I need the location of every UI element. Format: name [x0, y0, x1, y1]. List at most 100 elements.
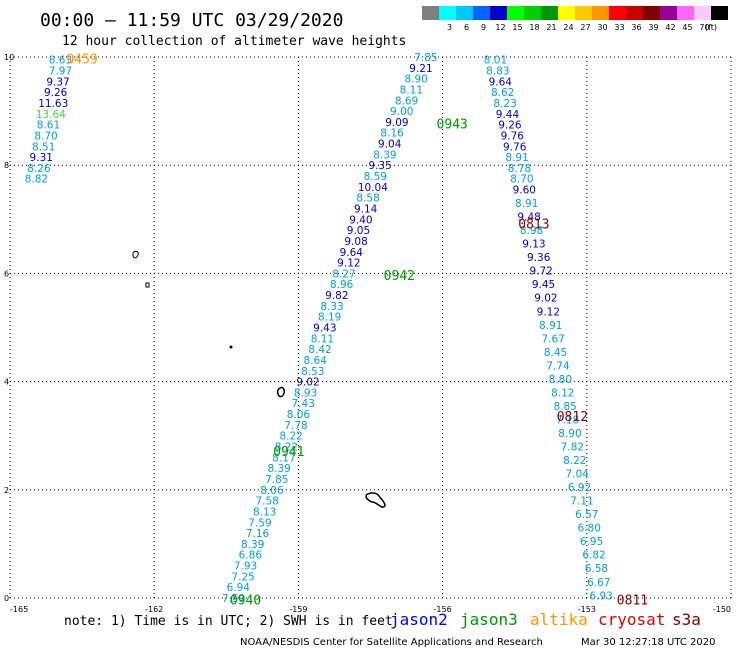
swh-value: 8.11 — [311, 333, 334, 345]
swh-value: 8.39 — [267, 463, 290, 475]
swh-value: 10.04 — [358, 182, 388, 194]
swh-value: 7.93 — [234, 561, 257, 573]
swh-value: 9.04 — [378, 139, 402, 151]
swh-value: 7.11 — [570, 496, 593, 508]
legend-label: 42 — [665, 23, 675, 32]
swh-value: 6.58 — [585, 563, 608, 575]
legend-label: 6 — [464, 23, 469, 32]
swh-value: 9.08 — [344, 236, 367, 248]
swh-value: 8.39 — [373, 149, 396, 161]
swh-value: 9.12 — [537, 306, 560, 318]
swh-value: 9.48 — [517, 212, 540, 224]
swh-value: 8.22 — [563, 455, 586, 467]
satellite-name: altika — [530, 610, 588, 629]
swh-value: 8.90 — [404, 74, 427, 86]
x-tick-label: -153 — [578, 605, 596, 614]
pass-time-label: 0811 — [617, 594, 648, 609]
satellite-name: jason3 — [460, 610, 518, 629]
legend-swatch — [473, 6, 490, 20]
swh-value: 6.82 — [582, 550, 605, 562]
swh-value: 8.11 — [400, 84, 423, 96]
swh-value: 6.95 — [580, 536, 603, 548]
swh-value: 8.22 — [275, 442, 298, 454]
legend-label: 45 — [682, 23, 692, 32]
swh-value: 9.02 — [296, 377, 319, 389]
legend-swatch — [660, 6, 677, 20]
x-tick-label: -150 — [713, 605, 731, 614]
swh-value: 7.59 — [248, 517, 271, 529]
color-legend: 3 6 9 12 15 18 21 24 27 30 33 36 39 42 45 70(ft) — [422, 6, 728, 32]
pass-time-label: 0940 — [230, 594, 261, 609]
swh-value: 8.58 — [356, 193, 379, 205]
swh-value: 6.94 — [227, 582, 251, 594]
swh-value: 8.70 — [510, 174, 533, 186]
island-shape — [229, 345, 233, 349]
island-shape — [132, 250, 139, 259]
swh-value: 9.43 — [313, 323, 336, 335]
swh-value: 9.14 — [354, 203, 378, 215]
legend-label: 3 — [447, 23, 452, 32]
swh-value: 8.19 — [318, 312, 341, 324]
pass-time-label: 0813 — [518, 218, 549, 233]
swh-value: 8.42 — [308, 344, 331, 356]
x-tick-label: -165 — [10, 605, 28, 614]
swh-value: 8.12 — [551, 387, 574, 399]
swh-value: 7.25 — [231, 571, 254, 583]
swh-value: 7.82 — [561, 442, 584, 454]
swh-value: 9.09 — [385, 117, 408, 129]
satellite-name: jason2 — [390, 610, 448, 629]
satellite-name: s3a — [672, 610, 701, 629]
y-tick-label: 6 — [4, 269, 9, 278]
swh-value: 7.04 — [565, 469, 589, 481]
swh-value: 9.00 — [390, 106, 413, 118]
swh-value: 6.67 — [587, 577, 610, 589]
swh-value: 8.53 — [301, 366, 324, 378]
legend-label: 30 — [597, 23, 607, 32]
swh-value: 8.78 — [508, 163, 531, 175]
legend-swatch — [643, 6, 660, 20]
swh-value: 8.22 — [279, 431, 302, 443]
legend-swatch — [541, 6, 558, 20]
chart-subtitle: 12 hour collection of altimeter wave hei… — [62, 34, 406, 49]
axis-ticks: -165 -162 -159 -156 -153 -150 0 2 4 6 8 10 — [4, 53, 731, 614]
swh-value: 6.92 — [568, 482, 591, 494]
x-tick-label: -159 — [289, 605, 307, 614]
swh-value: 8.63 — [49, 55, 72, 67]
swh-value: 13.64 — [36, 109, 66, 121]
swh-value: 8.39 — [241, 539, 264, 551]
legend-swatch — [558, 6, 575, 20]
swh-value: 8.70 — [34, 130, 57, 142]
swh-value: 9.02 — [534, 293, 557, 305]
legend-label: 70 — [699, 23, 709, 32]
swh-value: 7.43 — [292, 398, 315, 410]
swh-value: 9.21 — [409, 63, 432, 75]
swh-value: 9.45 — [532, 279, 555, 291]
x-tick-label: -162 — [145, 605, 163, 614]
swh-value: 11.63 — [38, 98, 68, 110]
swh-value: 8.17 — [272, 452, 295, 464]
swh-value: 8.16 — [380, 128, 404, 140]
pass-time-label: 0943 — [437, 118, 468, 133]
swh-value: 8.33 — [320, 301, 343, 313]
legend-swatch — [422, 6, 439, 20]
legend-label: 39 — [648, 23, 658, 32]
legend-label: 33 — [614, 23, 624, 32]
footer-credit: NOAA/NESDIS Center for Satellite Applica… — [240, 637, 543, 648]
swh-value: 9.76 — [503, 141, 527, 153]
legend-swatch — [609, 6, 626, 20]
legend-label: 12 — [495, 23, 505, 32]
swh-value: 8.51 — [32, 141, 55, 153]
island-shape — [145, 282, 150, 288]
swh-value: 9.36 — [527, 252, 551, 264]
legend-label: 24 — [563, 23, 573, 32]
swh-value: 8.06 — [260, 485, 284, 497]
swh-value: 8.62 — [491, 87, 514, 99]
swh-value: 9.44 — [496, 109, 520, 121]
swh-value: 8.59 — [364, 171, 387, 183]
swh-value: 9.13 — [522, 239, 545, 251]
legend-swatch — [694, 6, 711, 20]
chart-title: 00:00 – 11:59 UTC 03/29/2020 — [40, 10, 343, 31]
swh-value: 7.78 — [284, 420, 307, 432]
swh-value: 9.64 — [340, 247, 364, 259]
swh-value: 7.58 — [255, 496, 278, 508]
